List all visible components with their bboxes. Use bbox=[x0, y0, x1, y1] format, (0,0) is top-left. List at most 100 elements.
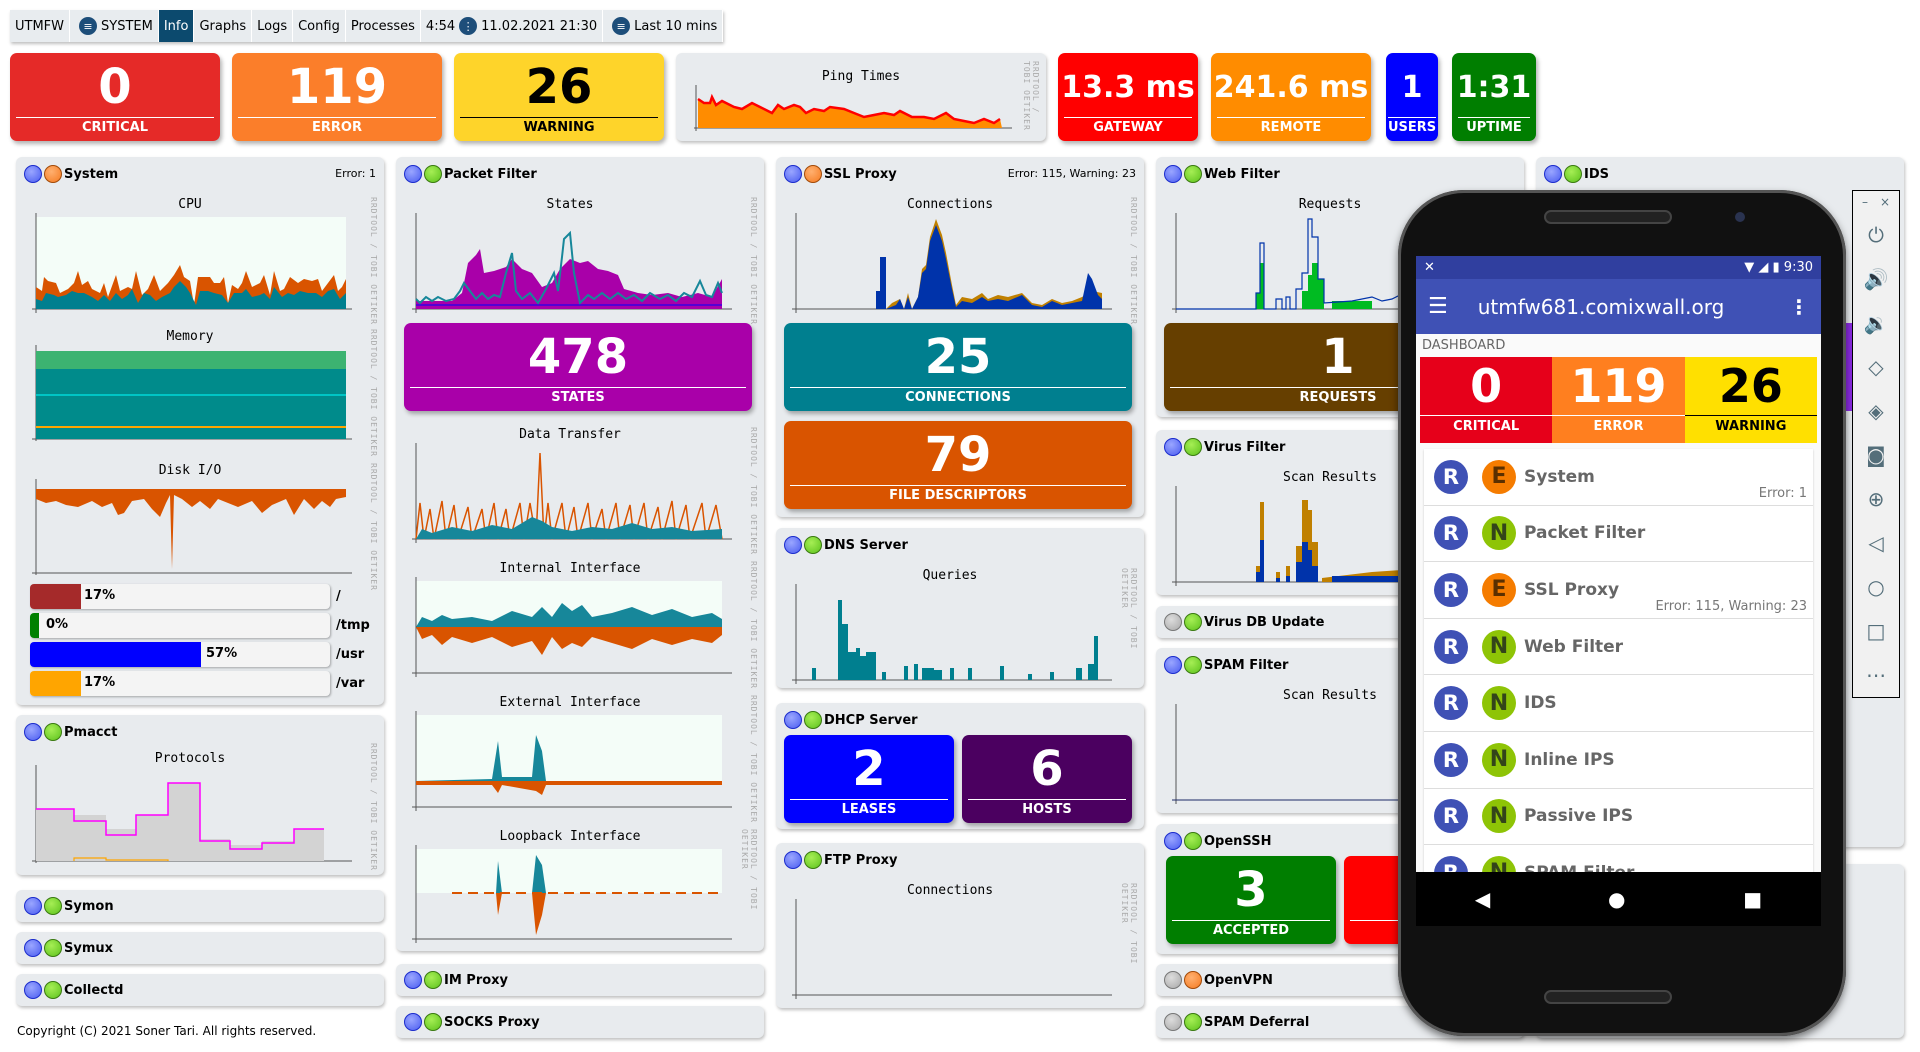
im-proxy-panel[interactable]: IM Proxy bbox=[396, 964, 764, 996]
panel-header[interactable]: IDS bbox=[1544, 165, 1609, 183]
panel-header[interactable]: OpenSSH bbox=[1164, 832, 1271, 850]
more-icon[interactable]: ⋯ bbox=[1866, 663, 1886, 687]
menu-logs[interactable]: Logs bbox=[252, 10, 294, 42]
panel-header[interactable]: SPAM Filter bbox=[1164, 656, 1288, 674]
overflow-menu-icon[interactable]: ⋮ bbox=[1789, 294, 1809, 319]
error-tile[interactable]: 119 ERROR bbox=[232, 53, 442, 141]
connections-tile[interactable]: 25 CONNECTIONS bbox=[784, 323, 1132, 411]
phone-warning-tile[interactable]: 26 WARNING bbox=[1684, 357, 1817, 443]
normal-badge-icon: N bbox=[1482, 629, 1516, 664]
uptime-tile[interactable]: 1:31 UPTIME bbox=[1452, 53, 1536, 141]
disk-io-chart[interactable] bbox=[32, 479, 362, 577]
rotate-right-icon[interactable]: ◈ bbox=[1868, 399, 1884, 423]
data-transfer-chart[interactable] bbox=[412, 443, 742, 545]
volume-down-icon[interactable]: 🔉 bbox=[1863, 311, 1889, 335]
menu-processes[interactable]: Processes bbox=[346, 10, 421, 42]
running-status-icon bbox=[24, 897, 42, 915]
info-icon[interactable]: ⋮ bbox=[459, 17, 478, 35]
hamburger-menu-icon[interactable]: ☰ bbox=[1428, 294, 1448, 319]
memory-chart[interactable] bbox=[32, 345, 362, 443]
rrd-credit: RRDTOOL / TOBI OETIKER bbox=[1022, 61, 1040, 131]
panel-header[interactable]: DHCP Server bbox=[784, 711, 918, 729]
running-badge-icon: R bbox=[1434, 572, 1468, 607]
gateway-tile[interactable]: 13.3 ms GATEWAY bbox=[1058, 53, 1198, 141]
phone-critical-tile[interactable]: 0 CRITICAL bbox=[1420, 357, 1553, 443]
symux-panel[interactable]: Symux bbox=[16, 932, 384, 964]
states-tile[interactable]: 478 STATES bbox=[404, 323, 752, 411]
list-item[interactable]: R E System Error: 1 bbox=[1424, 449, 1813, 506]
menu-config[interactable]: Config bbox=[293, 10, 346, 42]
running-badge-icon: R bbox=[1434, 629, 1468, 664]
nav-back-icon[interactable]: ◀ bbox=[1474, 887, 1491, 911]
internal-interface-chart[interactable] bbox=[412, 577, 742, 679]
menu-info[interactable]: Info bbox=[158, 10, 195, 42]
menu-system[interactable]: ≡ SYSTEM bbox=[70, 10, 159, 42]
socks-proxy-panel[interactable]: SOCKS Proxy bbox=[396, 1006, 764, 1038]
ok-status-icon bbox=[44, 939, 62, 957]
ok-status-icon bbox=[424, 1013, 442, 1031]
nav-recents-icon[interactable]: ■ bbox=[1743, 887, 1763, 911]
symon-panel[interactable]: Symon bbox=[16, 890, 384, 922]
phone-error-tile[interactable]: 119 ERROR bbox=[1552, 357, 1685, 443]
loopback-interface-chart[interactable] bbox=[412, 845, 742, 945]
hosts-tile[interactable]: 6 HOSTS bbox=[962, 735, 1132, 823]
minimize-icon[interactable]: – bbox=[1861, 195, 1868, 209]
panel-header[interactable]: FTP Proxy bbox=[784, 851, 898, 869]
back-icon[interactable]: ◁ bbox=[1868, 531, 1884, 555]
close-icon[interactable]: × bbox=[1879, 195, 1891, 209]
app-logo-icon: ✕ bbox=[1424, 260, 1435, 275]
users-tile[interactable]: 1 USERS bbox=[1386, 53, 1438, 141]
copyright: Copyright (C) 2021 Soner Tari. All right… bbox=[17, 1024, 317, 1038]
list-item[interactable]: R E SSL Proxy Error: 115, Warning: 23 bbox=[1424, 562, 1813, 619]
dns-queries-chart[interactable] bbox=[792, 584, 1122, 686]
menu-utmfw[interactable]: UTMFW bbox=[10, 10, 71, 42]
panel-header[interactable]: Pmacct bbox=[24, 723, 117, 741]
ok-status-icon bbox=[1184, 832, 1202, 850]
protocols-chart[interactable] bbox=[32, 765, 362, 865]
nav-home-icon[interactable]: ● bbox=[1608, 887, 1626, 911]
cpu-chart[interactable] bbox=[32, 213, 362, 315]
panel-header[interactable]: SSL Proxy bbox=[784, 165, 897, 183]
panel-header[interactable]: DNS Server bbox=[784, 536, 908, 554]
rotate-left-icon[interactable]: ◇ bbox=[1868, 355, 1884, 379]
list-item[interactable]: R N Inline IPS bbox=[1424, 732, 1813, 789]
ssl-connections-chart[interactable] bbox=[792, 213, 1122, 315]
ssl-proxy-panel: SSL Proxy Error: 115, Warning: 23 Connec… bbox=[776, 157, 1144, 517]
volume-up-icon[interactable]: 🔊 bbox=[1863, 267, 1889, 291]
running-badge-icon: R bbox=[1434, 799, 1468, 834]
ftp-connections-chart[interactable] bbox=[792, 899, 1122, 1001]
camera-icon[interactable]: ◙ bbox=[1866, 443, 1886, 467]
home-icon[interactable]: ○ bbox=[1867, 575, 1885, 599]
panel-header: SOCKS Proxy bbox=[404, 1013, 540, 1031]
panel-header[interactable]: System bbox=[24, 165, 118, 183]
remote-tile[interactable]: 241.6 ms REMOTE bbox=[1211, 53, 1371, 141]
panel-header[interactable]: Web Filter bbox=[1164, 165, 1280, 183]
overview-icon[interactable]: □ bbox=[1866, 619, 1886, 643]
normal-badge-icon: N bbox=[1482, 742, 1516, 777]
list-item[interactable]: R N Passive IPS bbox=[1424, 789, 1813, 846]
leases-tile[interactable]: 2 LEASES bbox=[784, 735, 954, 823]
error-badge-icon: E bbox=[1482, 459, 1516, 494]
warning-tile[interactable]: 26 WARNING bbox=[454, 53, 664, 141]
period-selector[interactable]: ≡ Last 10 mins bbox=[603, 10, 724, 42]
running-status-icon bbox=[24, 723, 42, 741]
file-descriptors-tile[interactable]: 79 FILE DESCRIPTORS bbox=[784, 421, 1132, 509]
accepted-tile[interactable]: 3 ACCEPTED bbox=[1166, 856, 1336, 944]
panel-header[interactable]: Packet Filter bbox=[404, 165, 537, 183]
bar-fill bbox=[30, 584, 81, 609]
list-item[interactable]: R N Web Filter bbox=[1424, 619, 1813, 676]
power-icon[interactable]: ⏻ bbox=[1868, 223, 1884, 247]
menu-graphs[interactable]: Graphs bbox=[194, 10, 253, 42]
collectd-panel[interactable]: Collectd bbox=[16, 974, 384, 1006]
list-item[interactable]: R N IDS bbox=[1424, 675, 1813, 732]
list-item[interactable]: R N Packet Filter bbox=[1424, 506, 1813, 563]
phone-module-list: R E System Error: 1 R N Packet Filter R E SSL P… bbox=[1424, 449, 1813, 926]
critical-tile[interactable]: 0 CRITICAL bbox=[10, 53, 220, 141]
panel-header[interactable]: Virus Filter bbox=[1164, 438, 1285, 456]
states-chart[interactable] bbox=[412, 213, 742, 315]
bar-fill bbox=[30, 613, 39, 638]
external-interface-chart[interactable] bbox=[412, 711, 742, 813]
android-nav-bar: ◀ ● ■ bbox=[1416, 872, 1821, 926]
ok-status-icon bbox=[1184, 1013, 1202, 1031]
zoom-icon[interactable]: ⊕ bbox=[1867, 487, 1885, 511]
